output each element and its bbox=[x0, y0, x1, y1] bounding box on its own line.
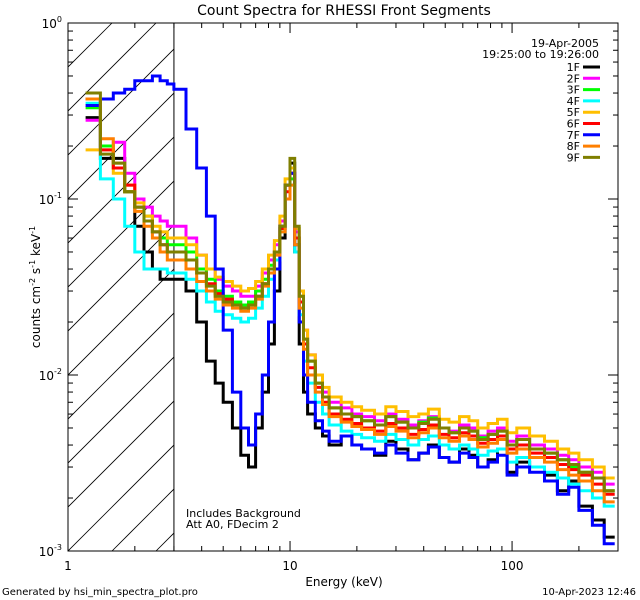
y-axis-label: counts cm-2 s-1 keV-1 bbox=[28, 226, 43, 348]
y-tick-label: 100 bbox=[42, 15, 62, 31]
chart-title: Count Spectra for RHESSI Front Segments bbox=[197, 3, 491, 19]
legend-label-7f: 7F bbox=[567, 129, 580, 142]
legend-label-8f: 8F bbox=[567, 140, 580, 153]
annotation-background: Includes Background bbox=[186, 507, 301, 520]
y-axis: 10-3 10-2 10-1 100 bbox=[39, 15, 618, 559]
hatched-region bbox=[68, 23, 174, 551]
x-tick-label: 100 bbox=[501, 559, 524, 573]
series-line-1f bbox=[85, 116, 615, 539]
legend-label-4f: 4F bbox=[567, 95, 580, 108]
time-range-label: 19:25:00 to 19:26:00 bbox=[482, 48, 599, 61]
legend-label-2f: 2F bbox=[567, 72, 580, 85]
legend-label-9f: 9F bbox=[567, 151, 580, 164]
series-line-9f bbox=[85, 91, 615, 493]
footer-generated-by: Generated by hsi_min_spectra_plot.pro bbox=[2, 587, 198, 598]
legend-label-1f: 1F bbox=[567, 61, 580, 74]
x-axis: 1 10 100 bbox=[64, 23, 619, 573]
series-line-7f bbox=[85, 74, 615, 546]
footer-timestamp: 10-Apr-2023 12:46 bbox=[542, 587, 636, 598]
series-line-8f bbox=[85, 97, 615, 504]
series-line-3f bbox=[85, 106, 615, 493]
date-label: 19-Apr-2005 bbox=[531, 37, 599, 50]
series-line-5f bbox=[85, 148, 615, 480]
legend-label-6f: 6F bbox=[567, 118, 580, 131]
x-tick-label: 1 bbox=[64, 559, 72, 573]
y-tick-label: 10-3 bbox=[39, 543, 62, 559]
x-axis-label: Energy (keV) bbox=[305, 575, 382, 589]
y-tick-label: 10-1 bbox=[39, 191, 62, 207]
legend-label-5f: 5F bbox=[567, 106, 580, 119]
annotation-attenuator: Att A0, FDecim 2 bbox=[186, 518, 279, 531]
legend-label-3f: 3F bbox=[567, 84, 580, 97]
series-line-2f bbox=[85, 118, 615, 486]
plot-frame bbox=[67, 22, 619, 552]
x-tick-label: 10 bbox=[282, 559, 297, 573]
y-tick-label: 10-2 bbox=[39, 367, 62, 383]
